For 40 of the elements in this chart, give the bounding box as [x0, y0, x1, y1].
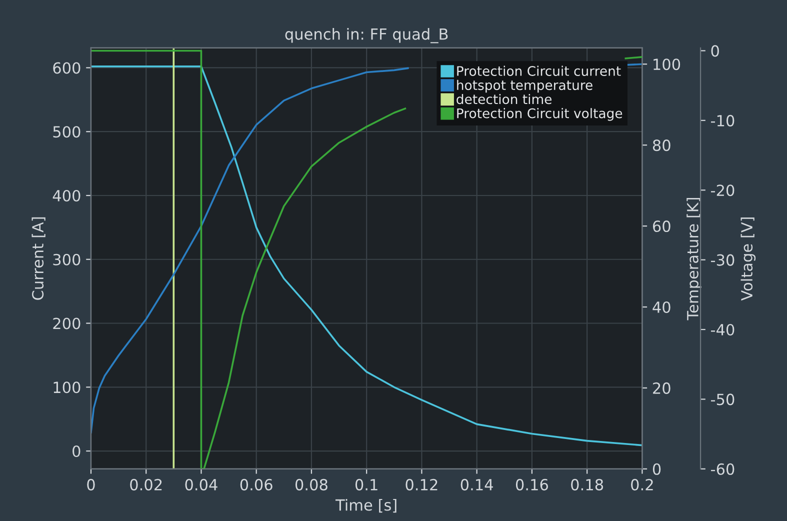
y-tick-label: 400: [52, 190, 80, 202]
y3-tick-label: -10: [710, 114, 734, 126]
y2-tick-label: 20: [653, 382, 670, 394]
x-axis-title: Time [s]: [335, 498, 396, 513]
y2-tick-label: 100: [654, 58, 680, 70]
legend-label: Protection Circuit voltage: [457, 108, 622, 121]
x-tick-label: 0.1: [355, 478, 378, 490]
y3-tick-label: 0: [711, 45, 719, 57]
y3-tick-label: -50: [710, 394, 734, 406]
legend-label: Protection Circuit current: [457, 66, 621, 76]
y3-axis-title: Voltage [V]: [740, 217, 756, 301]
y3-tick-label: -30: [710, 254, 734, 266]
y3-tick-label: -20: [710, 184, 734, 196]
y2-tick-label: 60: [652, 220, 670, 232]
x-tick-label: 0: [87, 478, 95, 490]
y-tick-label: 100: [54, 382, 80, 394]
x-tick-label: 0.02: [130, 478, 162, 490]
y-tick-label: 500: [53, 126, 80, 138]
x-tick-label: 0.04: [185, 478, 218, 490]
y-axis-title: Current [A]: [32, 217, 46, 300]
chart-title: quench in: FF quad_B: [285, 28, 448, 44]
y-tick-label: 0: [72, 445, 80, 458]
legend-label: detection time: [456, 94, 552, 104]
legend-label: hotspot temperature: [457, 80, 592, 93]
y-tick-label: 300: [53, 254, 80, 266]
x-tick-label: 0.18: [571, 478, 604, 490]
y2-tick-label: 80: [652, 140, 670, 152]
x-tick-label: 0.12: [406, 478, 438, 490]
y2-tick-label: 40: [652, 301, 670, 314]
y-tick-label: 200: [53, 318, 80, 330]
y3-tick-label: -40: [710, 324, 734, 336]
x-tick-label: 0.2: [631, 478, 653, 490]
x-tick-label: 0.16: [516, 478, 548, 490]
x-tick-label: 0.08: [295, 478, 328, 490]
y-tick-label: 600: [53, 62, 80, 74]
x-tick-label: 0.06: [240, 478, 272, 490]
y2-tick-label: 0: [652, 463, 661, 475]
y3-tick-label: -60: [710, 463, 734, 475]
y2-axis-title: Temperature [K]: [686, 198, 702, 320]
x-tick-label: 0.14: [460, 478, 493, 490]
